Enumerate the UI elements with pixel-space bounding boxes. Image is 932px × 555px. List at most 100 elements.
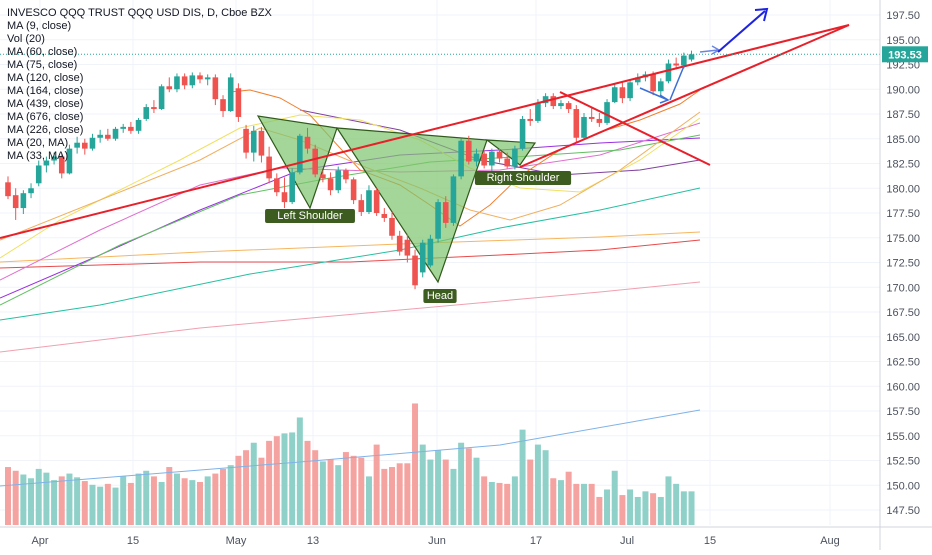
candle-body	[28, 188, 34, 194]
indicator-ma-75[interactable]: MA (75, close)	[7, 59, 78, 71]
candle-body	[427, 238, 434, 266]
volume-bar	[412, 403, 419, 525]
candle-body	[535, 103, 541, 121]
volume-bar	[5, 467, 11, 525]
right-shoulder-label-bg	[474, 171, 572, 185]
candle-body	[289, 172, 295, 203]
candle-body	[297, 135, 303, 173]
right-shoulder-label-text: Right Shoulder	[487, 172, 560, 184]
volume-bar	[688, 491, 695, 525]
volume-bar	[365, 476, 372, 525]
volume-bar	[173, 473, 180, 525]
price-tick-label: 187.50	[886, 109, 920, 121]
falling-resistance-trendline	[559, 91, 711, 166]
volume-bar	[619, 495, 626, 525]
volume-bar	[220, 468, 227, 525]
volume-bar	[204, 476, 211, 525]
candle-body	[135, 119, 142, 131]
time-tick-label: Aug	[820, 535, 840, 547]
candle-body	[581, 116, 587, 138]
candle-body	[658, 81, 664, 92]
volume-bar	[350, 455, 357, 525]
candle-body	[442, 202, 449, 223]
last-price-badge-text: 193.53	[888, 49, 922, 61]
volume-ma-line	[0, 409, 701, 487]
indicator-ma-9[interactable]: MA (9, close)	[7, 20, 72, 32]
candle-body	[611, 87, 618, 103]
volume-bar	[550, 478, 557, 525]
volume-bar	[573, 483, 580, 525]
indicator-ma-120[interactable]: MA (120, close)	[7, 72, 84, 84]
candle-body	[681, 55, 687, 66]
volume-bar	[596, 496, 603, 525]
arrow-path	[639, 87, 669, 101]
indicator-vol-20[interactable]: Vol (20)	[7, 33, 45, 45]
candle-body	[89, 137, 96, 149]
volume-bar	[389, 467, 395, 525]
candle-body	[20, 193, 27, 209]
volume-bar	[588, 483, 595, 525]
volume-bar	[273, 436, 280, 525]
candle-body	[496, 151, 503, 159]
volume-bars	[0, 403, 701, 525]
price-tick-label: 152.50	[886, 456, 920, 468]
volume-bar	[396, 463, 403, 525]
arrow-path	[699, 49, 719, 53]
volume-bar	[427, 459, 434, 525]
price-tick-label: 165.00	[886, 332, 920, 344]
volume-bar	[627, 489, 634, 525]
volume-bar	[488, 481, 495, 525]
candle-body	[181, 76, 188, 86]
ma-line	[0, 281, 701, 353]
volume-bar	[473, 457, 480, 525]
time-axis: Apr 15 May 13 Jun 17 Jul 15 Aug	[0, 526, 932, 547]
candle-body	[373, 190, 380, 213]
candle-body	[327, 178, 334, 191]
candle-body	[197, 75, 203, 80]
last-price-badge: 193.53	[882, 46, 928, 63]
indicator-ma-439[interactable]: MA (439, close)	[7, 98, 84, 110]
bullish-target-arrow	[717, 10, 766, 53]
volume-bar	[465, 448, 472, 525]
indicator-ma-33-ma[interactable]: MA (33, MA)	[7, 150, 69, 162]
volume-bar	[135, 473, 142, 525]
price-tick-label: 190.00	[886, 84, 920, 96]
candle-body	[304, 136, 311, 149]
volume-bar	[150, 476, 157, 525]
volume-bar	[266, 440, 273, 525]
ma-line	[299, 109, 701, 176]
candles	[5, 50, 695, 290]
price-tick-label: 192.50	[886, 60, 920, 72]
candle-body	[166, 86, 173, 90]
indicator-ma-226[interactable]: MA (226, close)	[7, 124, 84, 136]
candle-body	[74, 142, 80, 148]
indicator-ma-20-ma[interactable]: MA (20, MA)	[7, 137, 69, 149]
candle-body	[204, 77, 211, 80]
indicator-ma-676[interactable]: MA (676, close)	[7, 111, 84, 123]
volume-bar	[542, 450, 549, 525]
right-shoulder-label: Right Shoulder	[474, 171, 572, 185]
arrow-head	[659, 94, 670, 104]
candle-body	[312, 148, 318, 175]
volume-bar	[181, 478, 188, 525]
volume-bar	[81, 481, 88, 525]
volume-bar	[258, 457, 265, 525]
candle-body	[281, 192, 288, 203]
volume-bar	[281, 433, 288, 525]
volume-bar	[89, 484, 96, 525]
volume-bar	[442, 459, 449, 525]
indicator-ma-164[interactable]: MA (164, close)	[7, 85, 84, 97]
candle-body	[550, 96, 557, 107]
volume-bar	[327, 459, 334, 525]
volume-bar	[127, 482, 134, 525]
candle-body	[412, 255, 418, 286]
indicator-ma-60[interactable]: MA (60, close)	[7, 46, 78, 58]
head-label-bg	[423, 289, 457, 303]
candle-body	[5, 182, 11, 197]
volume-bar	[66, 473, 73, 525]
left-shoulder-label-text: Left Shoulder	[277, 210, 343, 222]
candle-body	[596, 118, 603, 123]
candle-body	[419, 242, 426, 273]
